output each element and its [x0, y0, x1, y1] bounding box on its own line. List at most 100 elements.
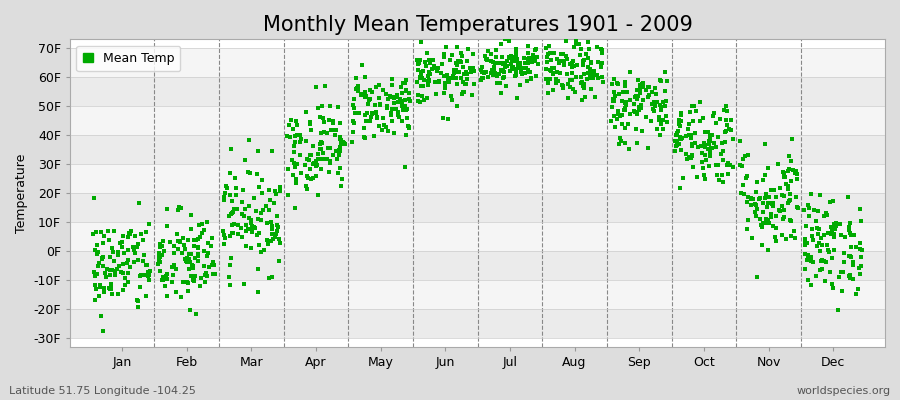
Point: [196, 248, 211, 254]
Point: [685, 152, 699, 158]
Point: [425, 66, 439, 72]
Point: [521, 60, 535, 67]
Point: [265, 230, 279, 237]
Point: [401, 90, 416, 96]
Point: [854, 217, 868, 224]
Point: [734, 138, 748, 144]
Point: [559, 53, 573, 60]
Point: [102, 237, 116, 243]
Point: [180, 237, 194, 244]
Point: [842, 227, 856, 234]
Point: [814, 258, 828, 264]
Point: [338, 141, 352, 147]
Point: [333, 134, 347, 141]
Point: [357, 74, 372, 80]
Point: [220, 183, 234, 189]
Point: [401, 96, 416, 102]
Point: [203, 243, 218, 250]
Point: [587, 68, 601, 74]
Point: [647, 108, 662, 114]
Point: [714, 151, 728, 158]
Point: [669, 132, 683, 138]
Point: [491, 60, 506, 66]
Point: [842, 220, 857, 226]
Point: [585, 68, 599, 74]
Point: [758, 141, 772, 148]
Point: [153, 268, 167, 274]
Point: [617, 125, 632, 131]
Point: [801, 213, 815, 219]
Point: [769, 225, 783, 231]
Point: [801, 252, 815, 259]
Point: [606, 98, 620, 104]
Point: [569, 38, 583, 45]
Point: [574, 96, 589, 103]
Point: [554, 51, 568, 58]
Point: [542, 43, 556, 49]
Point: [94, 255, 109, 261]
Point: [446, 74, 460, 81]
Point: [115, 238, 130, 245]
Point: [812, 226, 826, 232]
Point: [281, 192, 295, 198]
Point: [526, 52, 540, 58]
Point: [229, 175, 243, 181]
Point: [819, 210, 833, 216]
Point: [502, 68, 517, 74]
Point: [575, 62, 590, 68]
Point: [698, 140, 712, 146]
Point: [334, 141, 348, 148]
Point: [450, 103, 464, 109]
Point: [392, 109, 406, 116]
Point: [718, 103, 733, 109]
Point: [410, 57, 424, 64]
Point: [317, 129, 331, 136]
Point: [823, 199, 837, 206]
Point: [428, 65, 443, 71]
Point: [711, 162, 725, 168]
Point: [631, 77, 645, 84]
Point: [607, 76, 621, 82]
Point: [684, 132, 698, 138]
Point: [310, 105, 325, 111]
Bar: [70, 280, 885, 309]
Point: [314, 130, 328, 136]
Point: [185, 265, 200, 272]
Point: [491, 73, 505, 80]
Point: [413, 99, 428, 106]
Bar: [70, 48, 885, 77]
Point: [419, 50, 434, 56]
Point: [223, 211, 238, 217]
Point: [842, 224, 857, 230]
Point: [800, 202, 814, 209]
Point: [509, 32, 524, 38]
Point: [385, 82, 400, 88]
Point: [400, 106, 414, 112]
Point: [787, 166, 801, 173]
Point: [702, 136, 716, 142]
Point: [283, 134, 297, 140]
Point: [583, 59, 598, 65]
Point: [438, 85, 453, 91]
Point: [720, 108, 734, 114]
Point: [426, 57, 440, 64]
Point: [633, 90, 647, 97]
Point: [140, 269, 155, 275]
Point: [717, 138, 732, 145]
Point: [349, 85, 364, 91]
Point: [574, 80, 589, 87]
Point: [104, 272, 118, 279]
Point: [130, 298, 145, 304]
Point: [784, 218, 798, 225]
Point: [502, 55, 517, 61]
Point: [417, 77, 431, 83]
Point: [322, 158, 337, 164]
Point: [450, 44, 464, 50]
Point: [492, 80, 507, 86]
Point: [524, 76, 538, 82]
Point: [577, 84, 591, 91]
Point: [582, 75, 597, 81]
Point: [154, 277, 168, 283]
Point: [390, 92, 404, 98]
Point: [555, 50, 570, 57]
